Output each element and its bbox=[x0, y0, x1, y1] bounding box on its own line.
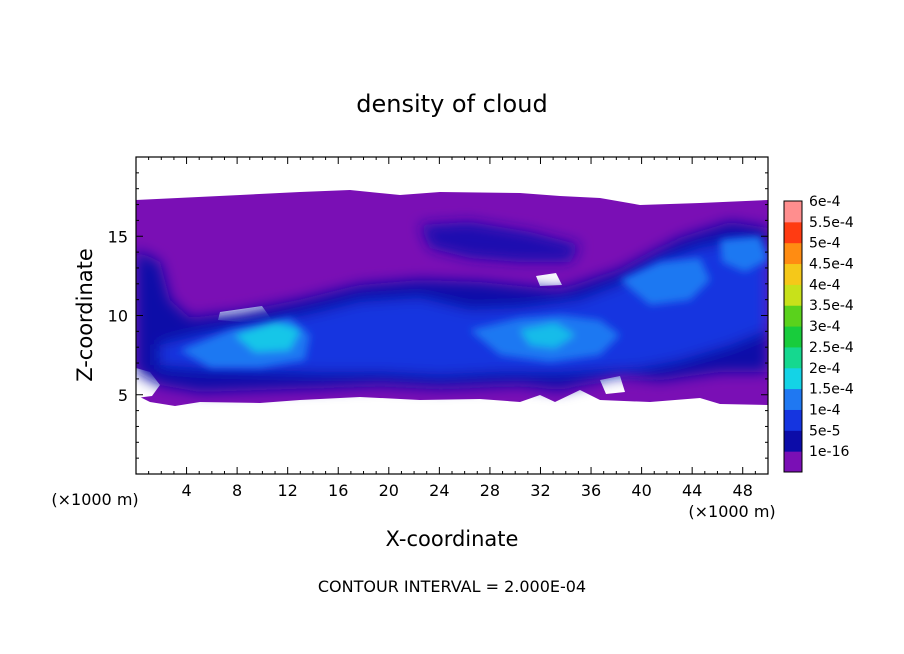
clear-gap-left bbox=[136, 368, 160, 398]
colorbar-label: 6e-4 bbox=[809, 194, 841, 210]
contour-band-2e-4-b bbox=[520, 323, 575, 348]
colorbar-frame bbox=[783, 200, 803, 473]
contour-interval-note: CONTOUR INTERVAL = 2.000E-04 bbox=[318, 577, 586, 596]
contour-band-2e-4 bbox=[235, 322, 300, 352]
colorbar-label: 2.5e-4 bbox=[809, 340, 854, 356]
x-tick-label: 12 bbox=[278, 481, 298, 500]
colorbar-swatch bbox=[784, 242, 802, 265]
colorbar-swatch bbox=[784, 430, 802, 452]
x-tick-label: 24 bbox=[429, 481, 449, 500]
colorbar-swatch bbox=[784, 263, 802, 285]
x-tick-label: 40 bbox=[631, 481, 651, 500]
x-tick-label: 36 bbox=[581, 481, 601, 500]
colorbar-swatch bbox=[784, 201, 802, 223]
y-tick-label: 5 bbox=[118, 386, 128, 405]
clear-gap-base bbox=[600, 376, 625, 394]
colorbar-label: 1e-4 bbox=[809, 402, 841, 418]
y-unit-label: (×1000 m) bbox=[51, 490, 138, 509]
colorbar-label: 3.5e-4 bbox=[809, 298, 854, 314]
y-tick-label: 10 bbox=[108, 307, 128, 326]
contour-band-5e-5-upper bbox=[420, 222, 580, 262]
colorbar-swatch bbox=[784, 305, 802, 327]
x-tick-label: 4 bbox=[181, 481, 191, 500]
contour-band-1.5e-4-d bbox=[720, 236, 768, 272]
colorbar-label: 3e-4 bbox=[809, 319, 841, 335]
y-axis-ticks: 5 10 15 bbox=[108, 172, 768, 459]
colorbar-swatch bbox=[784, 326, 802, 348]
cloud-density-field bbox=[136, 190, 768, 406]
x-tick-label: 48 bbox=[733, 481, 753, 500]
colorbar-label: 5e-4 bbox=[809, 236, 841, 252]
x-axis-ticks: 4 8 12 16 20 24 28 32 36 40 44 48 bbox=[148, 157, 756, 500]
colorbar-label: 5e-5 bbox=[809, 423, 840, 439]
x-tick-label: 28 bbox=[480, 481, 500, 500]
colorbar-swatch bbox=[784, 451, 802, 473]
colorbar-swatch bbox=[784, 409, 802, 431]
y-axis-label: Z-coordinate bbox=[73, 248, 97, 382]
y-tick-label: 15 bbox=[108, 227, 128, 246]
x-unit-label: (×1000 m) bbox=[688, 502, 775, 521]
chart-title: density of cloud bbox=[356, 90, 547, 118]
contour-band-1.5e-4-c bbox=[620, 258, 710, 305]
colorbar: 1e-16 5e-5 1e-4 1.5e-4 2e-4 2.5e-4 3e-4 3.5e-4 4… bbox=[783, 194, 854, 473]
x-tick-label: 8 bbox=[232, 481, 242, 500]
colorbar-swatch bbox=[784, 388, 802, 410]
colorbar-label: 4e-4 bbox=[809, 277, 841, 293]
x-tick-label: 32 bbox=[530, 481, 550, 500]
x-axis-label: X-coordinate bbox=[386, 527, 519, 551]
x-tick-label: 16 bbox=[328, 481, 348, 500]
clear-gap-upper bbox=[536, 273, 562, 286]
colorbar-label: 1e-16 bbox=[809, 444, 849, 460]
x-tick-label: 44 bbox=[682, 481, 702, 500]
colorbar-swatch bbox=[784, 221, 802, 244]
colorbar-label: 1.5e-4 bbox=[809, 382, 854, 398]
x-tick-label: 20 bbox=[379, 481, 399, 500]
colorbar-label: 5.5e-4 bbox=[809, 215, 854, 231]
colorbar-label: 2e-4 bbox=[809, 361, 841, 377]
colorbar-swatch bbox=[784, 367, 802, 390]
contour-band-1e-4 bbox=[160, 240, 768, 375]
colorbar-label: 4.5e-4 bbox=[809, 257, 854, 273]
colorbar-swatch bbox=[784, 284, 802, 306]
colorbar-swatch bbox=[784, 346, 802, 369]
